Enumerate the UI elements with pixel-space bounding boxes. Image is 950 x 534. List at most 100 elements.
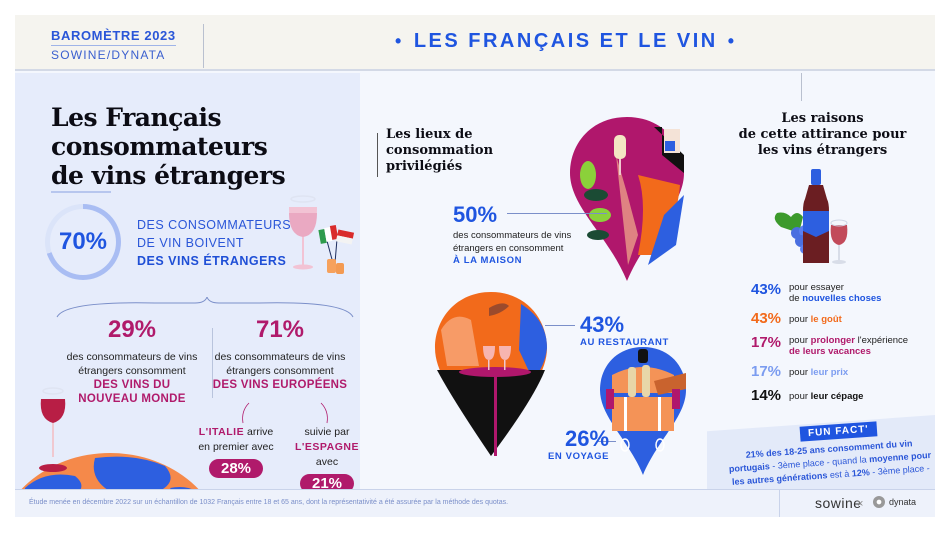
reasons-list: 43% pour essayer de nouvelles choses 43%… [751,281,908,411]
dynata-logo-icon [873,496,885,508]
reason-text-plain: de [789,293,803,304]
reason-item: 14% pour leur cépage [751,387,908,405]
desc-line: étrangers consomment [78,365,186,377]
lead-line-emph: DES VINS ÉTRANGERS [137,254,287,268]
country-text: suivie par [304,426,350,438]
bullet-icon: • [727,31,737,51]
title-rule [801,73,802,101]
stat-emph: DES VINS EUROPÉENS [212,379,348,391]
european-stat: 71% des consommateurs de vins étrangers … [205,316,355,392]
stat-value: 29% [107,316,157,343]
reason-text-plain: pour [789,367,811,378]
title-line: Les raisons [781,111,864,126]
reason-emph: leur cépage [810,391,864,402]
country-name: L'ESPAGNE [295,441,359,453]
reason-pct: 17% [751,363,782,380]
fact-text: - 3ème place - [869,463,931,478]
country-text: avec [315,456,339,468]
footer-divider [779,490,780,517]
stat-emph: DES VINS DU [93,379,171,391]
brand-subtitle: SOWINE/DYNATA [51,48,166,62]
reason-emph: leur prix [810,367,849,378]
places-title: Les lieux de consommation privilégiés [386,127,493,175]
reason-text: pour leur cépage [789,387,863,402]
restaurant-stat: 43% AU RESTAURANT [580,312,669,349]
title-underline [51,191,111,193]
wine-bottle-grapes-icon [774,169,848,264]
travel-pin-illustration [600,347,686,475]
page-title-text: LES FRANÇAIS ET LE VIN [413,30,718,52]
reason-text-plain: pour [789,391,811,402]
brand-block: BAROMÈTRE 2023 SOWINE/DYNATA [51,27,176,62]
stat-emph: NOUVEAU MONDE [78,393,186,405]
country-text: en premier avec [198,441,274,453]
dynata-logo-text: dynata [889,497,917,507]
country-name: L'ITALIE [198,426,245,438]
curly-brace-icon [56,297,354,318]
ring-value: 70% [58,228,108,255]
reason-pct: 43% [751,281,782,298]
stat-value: 43% [580,312,625,337]
reason-emph: le goût [810,314,842,325]
reason-text: pour prolonger l'expérience de leurs vac… [789,334,908,357]
title-line: Les lieux de [386,127,473,142]
reason-pct: 17% [751,334,782,351]
reason-text-plain: l'expérience [855,335,909,346]
home-stat: 50% des consommateurs de vins étrangers … [453,202,572,267]
stat-desc: des consommateurs de vins étrangers cons… [57,350,207,378]
fact-bold: 12% [851,467,871,479]
spain-stat: suivie par L'ESPAGNE avec 21% [285,425,369,493]
study-footnote: Étude menée en décembre 2022 sur un écha… [29,499,509,506]
title-rule [377,133,378,177]
dynata-logo: dynata [873,496,916,508]
home-pin-illustration [570,117,684,281]
title-line: consommation [386,143,494,158]
title-line: les vins étrangers [757,143,888,158]
header-divider [203,24,204,68]
reason-emph: nouvelles choses [802,293,882,304]
sowine-logo: sowine [815,495,862,511]
bullet-icon: • [395,31,404,51]
reasons-title: Les raisons de cette attirance pour les … [735,111,910,159]
lead-line: DE VIN BOIVENT [137,236,245,250]
country-text: arrive [244,426,274,438]
fact-text: est à [827,468,853,481]
desc-line: étrangers en consomment [453,243,564,254]
title-line: consommateurs [51,132,268,161]
italy-stat: L'ITALIE arrive en premier avec 28% [195,425,277,478]
times-icon: × [857,498,864,510]
stat-value: 50% [453,202,498,227]
spain-pct-badge: 21% [299,474,355,493]
desc-line: des consommateurs de vins [453,230,572,241]
column-divider [212,328,213,398]
stat-value: 71% [255,316,305,343]
desc-line: des consommateurs de vins [214,351,346,363]
stat-emph: EN VOYAGE [548,451,610,462]
left-panel: Les Français consommateurs de vins étran… [15,73,360,508]
header: BAROMÈTRE 2023 SOWINE/DYNATA • LES FRANÇA… [15,15,935,71]
title-line: de vins étrangers [51,161,286,190]
reason-item: 17% pour prolonger l'expérience de leurs… [751,334,908,357]
reason-item: 17% pour leur prix [751,363,908,381]
reason-item: 43% pour essayer de nouvelles choses [751,281,908,304]
restaurant-pin-illustration [435,292,547,456]
reason-emph: de leurs vacances [789,346,871,357]
italy-pct-badge: 28% [208,459,264,478]
reason-text-plain: pour [789,335,811,346]
branch-lines-icon [242,402,328,424]
stat-desc: des consommateurs de vins étrangers cons… [205,350,355,378]
desc-line: des consommateurs de vins [66,351,198,363]
reason-pct: 43% [751,310,782,327]
connector-line [545,325,575,326]
reason-text: pour leur prix [789,363,848,378]
stat-emph: À LA MAISON [453,255,523,266]
reason-emph: prolonger [810,335,855,346]
travel-stat: 26% EN VOYAGE [548,426,610,463]
reason-text-plain: pour [789,314,811,325]
desc-line: étrangers consomment [226,365,334,377]
title-line: privilégiés [386,159,463,174]
infographic-page: BAROMÈTRE 2023 SOWINE/DYNATA • LES FRANÇA… [15,15,935,517]
page-title: • LES FRANÇAIS ET LE VIN • [385,30,747,53]
stat-value: 26% [564,426,610,451]
donut-70-percent: 70% [45,204,121,280]
